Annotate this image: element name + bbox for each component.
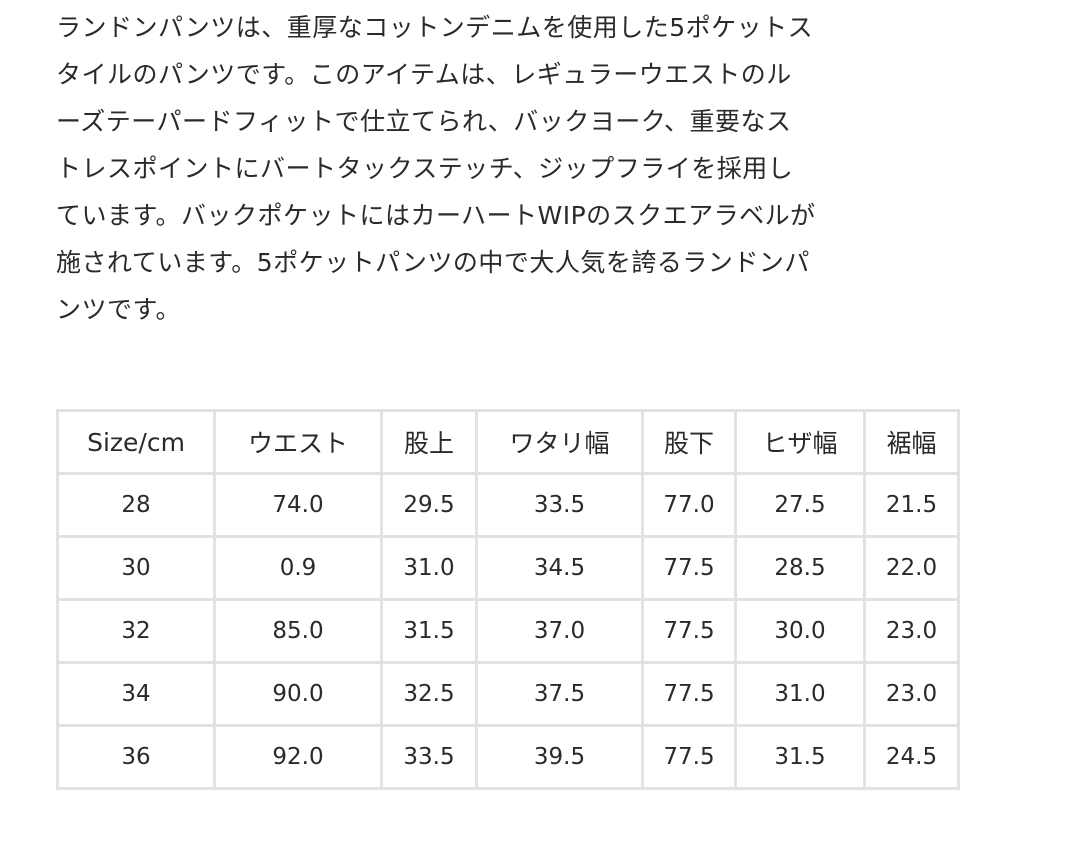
- measurement-cell: 37.5: [475, 661, 644, 727]
- measurement-cell: 74.0: [213, 472, 383, 538]
- measurement-cell: 0.9: [213, 535, 383, 601]
- measurement-cell: 27.5: [734, 472, 866, 538]
- size-cell: 30: [56, 535, 216, 601]
- table-row: 36 92.0 33.5 39.5 77.5 31.5 24.5: [56, 724, 960, 790]
- measurement-cell: 32.5: [380, 661, 478, 727]
- table-row: 28 74.0 29.5 33.5 77.0 27.5 21.5: [56, 472, 960, 538]
- measurement-cell: 92.0: [213, 724, 383, 790]
- column-header: Size/cm: [56, 409, 216, 475]
- table-header-row: Size/cm ウエスト 股上 ワタリ幅 股下 ヒザ幅 裾幅: [56, 409, 960, 475]
- measurement-cell: 77.5: [641, 535, 737, 601]
- measurement-cell: 23.0: [863, 598, 960, 664]
- measurement-cell: 31.0: [380, 535, 478, 601]
- column-header: 股下: [641, 409, 737, 475]
- table-row: 30 0.9 31.0 34.5 77.5 28.5 22.0: [56, 535, 960, 601]
- description-line: タイルのパンツです。このアイテムは、レギュラーウエストのル: [56, 60, 792, 89]
- description-line: ランドンパンツは、重厚なコットンデニムを使用した5ポケットス: [56, 13, 814, 42]
- column-header: 股上: [380, 409, 478, 475]
- measurement-cell: 77.5: [641, 598, 737, 664]
- size-cell: 36: [56, 724, 216, 790]
- size-cell: 34: [56, 661, 216, 727]
- measurement-cell: 39.5: [475, 724, 644, 790]
- measurement-cell: 77.5: [641, 661, 737, 727]
- column-header: ヒザ幅: [734, 409, 866, 475]
- description-line: トレスポイントにバートタックステッチ、ジップフライを採用し: [56, 154, 794, 183]
- description-line: ています。バックポケットにはカーハートWIPのスクエアラベルが: [56, 201, 816, 230]
- measurement-cell: 33.5: [475, 472, 644, 538]
- table-row: 34 90.0 32.5 37.5 77.5 31.0 23.0: [56, 661, 960, 727]
- measurement-cell: 31.5: [380, 598, 478, 664]
- product-description: ランドンパンツは、重厚なコットンデニムを使用した5ポケットス タイルのパンツです…: [56, 4, 1016, 333]
- measurement-cell: 28.5: [734, 535, 866, 601]
- measurement-cell: 31.5: [734, 724, 866, 790]
- size-cell: 32: [56, 598, 216, 664]
- measurement-cell: 31.0: [734, 661, 866, 727]
- measurement-cell: 77.0: [641, 472, 737, 538]
- measurement-cell: 33.5: [380, 724, 478, 790]
- measurement-cell: 23.0: [863, 661, 960, 727]
- description-line: ンツです。: [56, 295, 182, 324]
- measurement-cell: 21.5: [863, 472, 960, 538]
- measurement-cell: 22.0: [863, 535, 960, 601]
- column-header: 裾幅: [863, 409, 960, 475]
- measurement-cell: 34.5: [475, 535, 644, 601]
- measurement-cell: 37.0: [475, 598, 644, 664]
- description-line: ーズテーパードフィットで仕立てられ、バックヨーク、重要なス: [56, 107, 792, 136]
- column-header: ワタリ幅: [475, 409, 644, 475]
- description-line: 施されています。5ポケットパンツの中で大人気を誇るランドンパ: [56, 248, 810, 277]
- size-cell: 28: [56, 472, 216, 538]
- measurement-cell: 85.0: [213, 598, 383, 664]
- column-header: ウエスト: [213, 409, 383, 475]
- measurement-cell: 29.5: [380, 472, 478, 538]
- measurement-cell: 30.0: [734, 598, 866, 664]
- measurement-cell: 77.5: [641, 724, 737, 790]
- size-table: Size/cm ウエスト 股上 ワタリ幅 股下 ヒザ幅 裾幅 28 74.0 29.5 33.5 7…: [56, 409, 960, 790]
- table-row: 32 85.0 31.5 37.0 77.5 30.0 23.0: [56, 598, 960, 664]
- measurement-cell: 90.0: [213, 661, 383, 727]
- measurement-cell: 24.5: [863, 724, 960, 790]
